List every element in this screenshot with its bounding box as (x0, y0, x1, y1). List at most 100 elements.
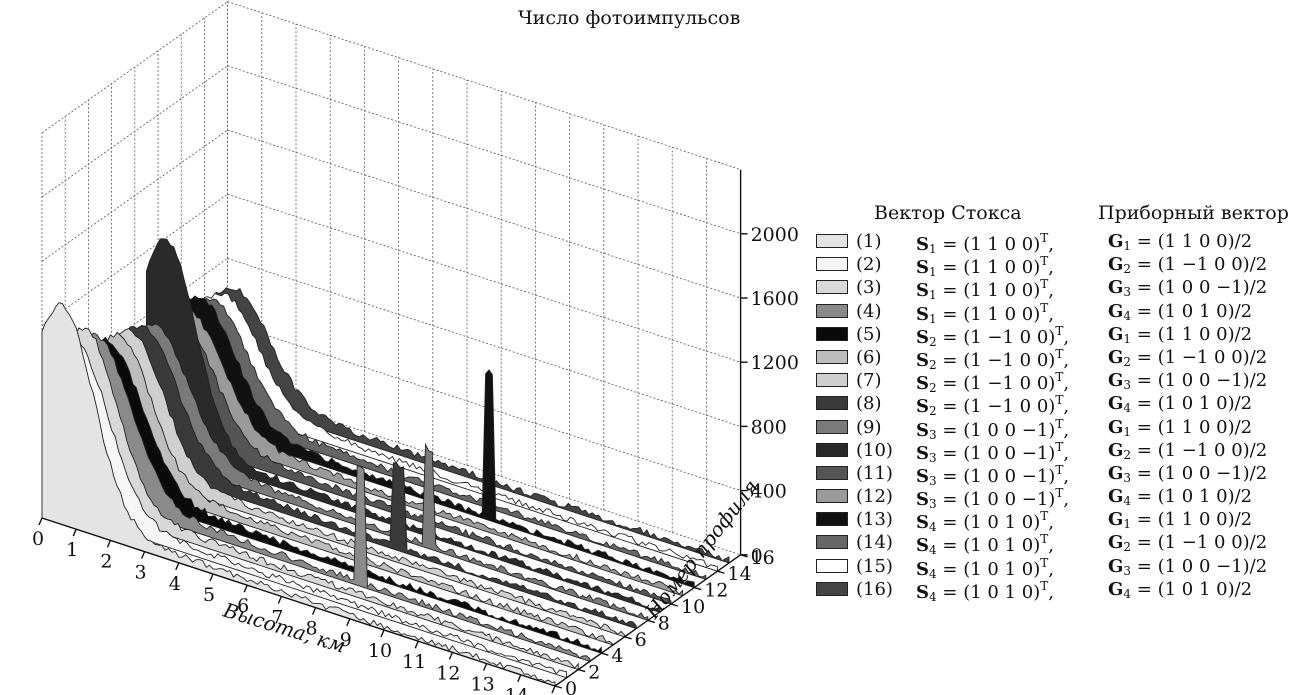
legend-header-stokes: Вектор Стокса (874, 202, 1022, 224)
legend-row: (12) S3 = (1 0 0 −1)T, G4 = (1 0 1 0)/2 (812, 485, 1298, 511)
legend-row-number: (4) (856, 300, 882, 322)
x-axis-tick (209, 573, 214, 582)
legend-stokes-vector: S1 = (1 1 0 0)T, (916, 277, 1054, 303)
x-tick-label: 12 (436, 662, 460, 684)
y-axis-tick (647, 619, 655, 624)
legend-row-number: (12) (856, 486, 893, 508)
x-tick-label: 10 (368, 640, 392, 662)
grid-line-left-horizontal (41, 193, 228, 326)
profile-14 (192, 297, 707, 581)
legend-instrument-vector: G3 = (1 0 0 −1)/2 (1108, 370, 1268, 393)
legend-swatch (816, 396, 848, 411)
legend-stokes-vector: S1 = (1 1 0 0)T, (916, 300, 1054, 326)
legend-swatch (816, 465, 848, 480)
legend-instrument-vector: G3 = (1 0 0 −1)/2 (1108, 555, 1268, 578)
z-tick-label: 400 (751, 481, 787, 503)
y-tick-label: 6 (635, 629, 647, 651)
legend-instrument-vector: G2 = (1 −1 0 0)/2 (1108, 439, 1268, 462)
x-axis-tick (482, 663, 488, 671)
legend-swatch (816, 581, 848, 596)
z-tick-label: 2000 (751, 224, 799, 246)
legend-instrument-vector: G4 = (1 0 1 0)/2 (1108, 393, 1253, 416)
legend-row-number: (1) (856, 231, 882, 252)
legend-swatch (816, 257, 848, 272)
y-axis-tick (554, 685, 563, 689)
y-axis-tick (578, 668, 586, 673)
profile-surfaces (41, 238, 730, 687)
legend-row-number: (5) (856, 323, 882, 345)
grid-line-back-horizontal (227, 129, 741, 299)
legend-row: (14) S4 = (1 0 1 0)T, G2 = (1 −1 0 0)/2 (812, 531, 1298, 558)
x-axis-tick (517, 674, 522, 683)
profile-7 (111, 328, 626, 638)
legend-row-number: (2) (856, 254, 882, 276)
legend-stokes-vector: S4 = (1 0 1 0)T, (916, 532, 1054, 558)
y-axis-tick (601, 652, 609, 656)
legend-instrument-vector: G4 = (1 0 1 0)/2 (1108, 486, 1253, 509)
legend-instrument-vector: G1 = (1 1 0 0)/2 (1108, 231, 1253, 253)
x-axis-tick (175, 562, 180, 571)
legend-row-number: (3) (856, 277, 882, 299)
legend-stokes-vector: S3 = (1 0 0 −1)T, (916, 462, 1070, 488)
legend-instrument-vector: G2 = (1 −1 0 0)/2 (1108, 532, 1268, 555)
x-axis-tick (106, 540, 112, 548)
grid-line-back-horizontal (227, 193, 741, 363)
x-axis-tick (38, 517, 43, 526)
z-tick-label: 0 (751, 545, 763, 567)
legend-row-number: (15) (856, 555, 893, 577)
legend-stokes-vector: S2 = (1 −1 0 0)T, (916, 323, 1070, 349)
y-tick-label: 0 (565, 678, 577, 695)
legend-row-number: (14) (856, 532, 893, 554)
legend-instrument-vector: G2 = (1 −1 0 0)/2 (1108, 254, 1268, 277)
profile-13 (180, 295, 695, 589)
x-tick-label: 0 (32, 528, 44, 550)
x-axis-tick (448, 652, 454, 660)
y-axis-tick (740, 554, 748, 558)
profile-15 (203, 292, 718, 572)
waterfall-chart: 2000160012008004000012345678910111213141… (32, 1, 799, 695)
legend-row: (6) S2 = (1 −1 0 0)T, G2 = (1 −1 0 0)/2 (812, 346, 1298, 372)
x-axis-tick (551, 685, 556, 694)
grid-line-left-horizontal (41, 65, 228, 198)
legend-stokes-vector: S2 = (1 −1 0 0)T, (916, 393, 1070, 419)
x-tick-label: 11 (402, 651, 426, 673)
legend-swatch (816, 280, 848, 295)
x-axis-tick (414, 640, 419, 649)
x-axis-tick (311, 607, 317, 615)
profile-16 (215, 287, 730, 564)
profile-2 (53, 334, 568, 679)
legend-row: (15) S4 = (1 0 1 0)T, G3 = (1 0 0 −1)/2 (812, 555, 1298, 581)
x-tick-label: 2 (100, 550, 112, 572)
legend-row-number: (7) (856, 370, 882, 392)
legend-row: (2) S1 = (1 1 0 0)T, G2 = (1 −1 0 0)/2 (812, 253, 1298, 279)
grid-line-back-horizontal (227, 1, 741, 170)
legend-row: (7) S2 = (1 −1 0 0)T, G3 = (1 0 0 −1)/2 (812, 369, 1298, 395)
grid-line-back-horizontal (227, 65, 741, 235)
legend-stokes-vector: S3 = (1 0 0 −1)T, (916, 416, 1070, 442)
legend-row: (4) S1 = (1 1 0 0)T, G4 = (1 0 1 0)/2 (812, 300, 1298, 326)
z-tick-label: 800 (751, 416, 787, 438)
x-axis-tick (243, 584, 248, 593)
x-tick-label: 3 (135, 562, 147, 584)
legend-swatch (816, 419, 848, 434)
legend-row: (11) S3 = (1 0 0 −1)T, G3 = (1 0 0 −1)/2 (812, 462, 1298, 488)
legend-swatch (816, 349, 848, 364)
legend-row-number: (9) (856, 416, 882, 438)
legend-stokes-vector: S4 = (1 0 1 0)T, (916, 555, 1054, 581)
profile-1 (41, 302, 556, 687)
profile-4 (76, 332, 591, 663)
profile-3 (64, 327, 579, 671)
legend-swatch (816, 512, 848, 527)
x-tick-label: 14 (505, 685, 529, 695)
x-tick-label: 1 (66, 539, 78, 561)
legend-header-instrument: Приборный вектор (1098, 202, 1289, 224)
legend-row-number: (6) (856, 346, 882, 368)
legend-instrument-vector: G1 = (1 1 0 0)/2 (1108, 416, 1253, 439)
legend-swatch (816, 373, 848, 388)
profile-8 (122, 325, 637, 630)
x-tick-label: 4 (169, 573, 181, 595)
legend-swatch (816, 234, 848, 248)
legend-swatch (816, 303, 848, 318)
x-tick-label: 5 (203, 584, 215, 606)
y-axis-tick (670, 603, 679, 607)
